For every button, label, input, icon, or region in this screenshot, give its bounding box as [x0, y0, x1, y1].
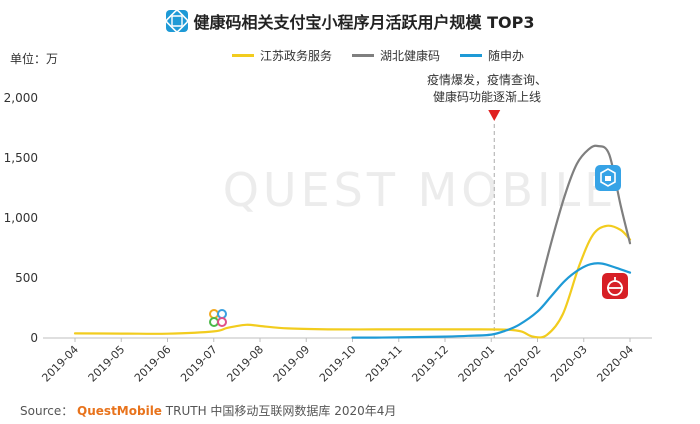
chart-title-row: 健康码相关支付宝小程序月活跃用户规模 TOP3: [0, 6, 700, 36]
legend-item-suishenban: 随申办: [460, 47, 524, 64]
x-tick-label: 2019-12: [409, 343, 451, 385]
hubei-app-icon: [595, 165, 621, 191]
watermark: QUEST MOBILE: [223, 163, 618, 217]
annotation-line-1: 疫情爆发，疫情查询、: [427, 72, 547, 87]
suishenban-app-icon: [602, 273, 628, 299]
source-label: Source：: [20, 404, 74, 418]
source-line: Source： QuestMobile TRUTH 中国移动互联网数据库 202…: [20, 402, 396, 419]
x-tick-label: 2019-08: [224, 343, 266, 385]
title-logo-icon: [165, 10, 188, 32]
source-brand: QuestMobile: [77, 404, 162, 418]
y-tick-label: 0: [30, 331, 38, 345]
x-tick-label: 2019-11: [363, 343, 405, 385]
y-tick-label: 1,000: [4, 211, 38, 225]
jiangsu-app-icon: [209, 309, 227, 327]
x-tick-label: 2019-09: [271, 343, 313, 385]
legend-swatch-jiangsu: [232, 54, 254, 57]
legend-item-jiangsu: 江苏政务服务: [232, 47, 332, 64]
x-tick-label: 2020-04: [594, 343, 636, 385]
x-tick-label: 2019-04: [39, 343, 81, 385]
annotation-marker-icon: [488, 110, 501, 121]
y-tick-label: 500: [15, 271, 38, 285]
y-tick-label: 2,000: [4, 91, 38, 105]
legend-swatch-hubei: [352, 54, 375, 57]
y-tick-label: 1,500: [4, 151, 38, 165]
x-tick-label: 2020-03: [548, 343, 590, 385]
legend-swatch-suishenban: [460, 54, 483, 57]
source-text: TRUTH 中国移动互联网数据库 2020年4月: [165, 404, 397, 418]
series-line-jiangsu: [73, 224, 632, 339]
legend-label-hubei: 湖北健康码: [380, 49, 441, 63]
chart-title: 健康码相关支付宝小程序月活跃用户规模 TOP3: [193, 13, 535, 32]
x-tick-label: 2019-07: [178, 343, 220, 385]
legend: 江苏政务服务 湖北健康码 随申办: [232, 47, 524, 64]
series-line-suishenban: [351, 262, 632, 339]
annotation: 疫情爆发，疫情查询、 健康码功能逐渐上线: [427, 72, 547, 104]
annotation-line-2: 健康码功能逐渐上线: [433, 89, 541, 104]
legend-item-hubei: 湖北健康码: [352, 47, 440, 64]
x-tick-label: 2019-06: [132, 343, 174, 385]
legend-label-suishenban: 随申办: [488, 49, 525, 63]
x-tick-label: 2020-02: [502, 343, 544, 385]
x-tick-label: 2019-05: [86, 343, 128, 385]
legend-label-jiangsu: 江苏政务服务: [260, 49, 333, 63]
x-tick-label: 2019-10: [317, 343, 359, 385]
x-tick-label: 2020-01: [456, 343, 498, 385]
unit-label: 单位：万: [10, 52, 59, 66]
